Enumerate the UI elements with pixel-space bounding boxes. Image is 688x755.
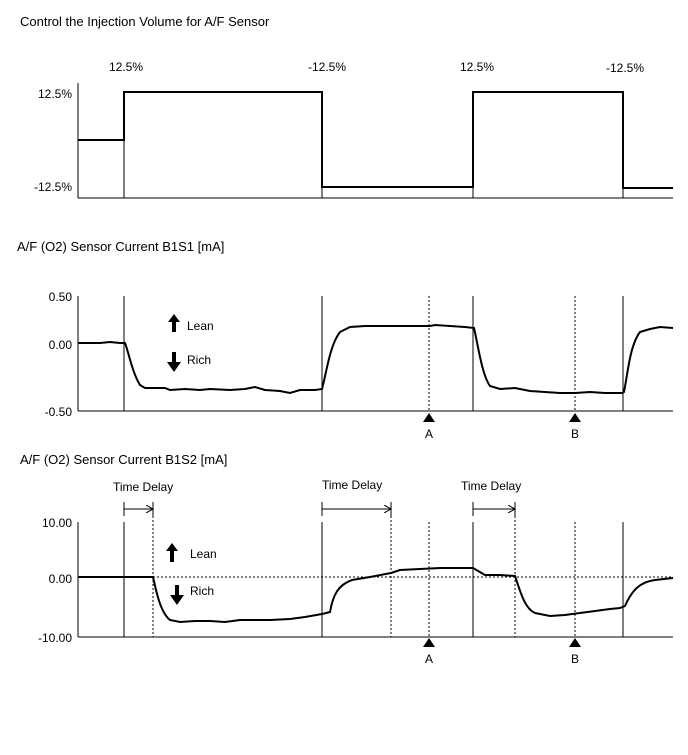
- injection-ytick-plus: 12.5%: [38, 87, 72, 101]
- s2-marker-a-label: A: [425, 652, 433, 666]
- delay-bracket-1: [123, 502, 153, 516]
- s1-marker-guides: [428, 296, 576, 411]
- s2-marker-b-icon: [569, 638, 581, 647]
- step-label-1: 12.5%: [109, 60, 143, 74]
- delay-label-2: Time Delay: [322, 478, 382, 492]
- step-label-2: -12.5%: [308, 60, 346, 74]
- injection-step-guides: [123, 92, 624, 198]
- s2-rich-label: Rich: [190, 584, 214, 598]
- s2-lean-arrow-icon: [170, 550, 174, 562]
- delay-label-3: Time Delay: [461, 479, 521, 493]
- s2-marker-a-icon: [423, 638, 435, 647]
- s2-lean-label: Lean: [190, 547, 217, 561]
- s1-marker-a-icon: [423, 413, 435, 422]
- s1-marker-a-label: A: [425, 427, 433, 441]
- s2-marker-b-label: B: [571, 652, 579, 666]
- s1-ytick-bottom: -0.50: [45, 405, 73, 419]
- s1-marker-b-label: B: [571, 427, 579, 441]
- chart-s1-title: A/F (O2) Sensor Current B1S1 [mA]: [17, 239, 224, 254]
- s2-lean-arrow-head: [166, 543, 178, 551]
- s1-lean-arrow-icon: [172, 321, 176, 332]
- s1-ytick-mid: 0.00: [49, 338, 73, 352]
- s1-rich-label: Rich: [187, 353, 211, 367]
- step-label-3: 12.5%: [460, 60, 494, 74]
- delay-bracket-2: [321, 502, 391, 516]
- delay-bracket-3: [472, 502, 515, 516]
- s1-lean-label: Lean: [187, 319, 214, 333]
- s2-ytick-top: 10.00: [42, 516, 72, 530]
- s2-step-guides: [123, 522, 624, 637]
- step-label-4: -12.5%: [606, 61, 644, 75]
- s1-ytick-top: 0.50: [49, 290, 73, 304]
- chart-injection-title: Control the Injection Volume for A/F Sen…: [20, 14, 270, 29]
- s1-rich-arrow-icon: [172, 352, 176, 363]
- s2-ytick-mid: 0.00: [49, 572, 73, 586]
- delay-label-1: Time Delay: [113, 480, 173, 494]
- s2-rich-arrow-head: [170, 595, 184, 605]
- s2-signal-line: [78, 567, 674, 624]
- s1-rich-arrow-head: [167, 362, 181, 372]
- injection-step-line: [78, 91, 673, 189]
- injection-ytick-minus: -12.5%: [34, 180, 72, 194]
- chart-s2-title: A/F (O2) Sensor Current B1S2 [mA]: [20, 452, 227, 467]
- s2-ytick-bottom: -10.00: [38, 631, 72, 645]
- s1-lean-arrow-head: [168, 314, 180, 322]
- s1-marker-b-icon: [569, 413, 581, 422]
- s1-signal-line: [78, 323, 674, 395]
- s2-rich-arrow-icon: [175, 585, 179, 596]
